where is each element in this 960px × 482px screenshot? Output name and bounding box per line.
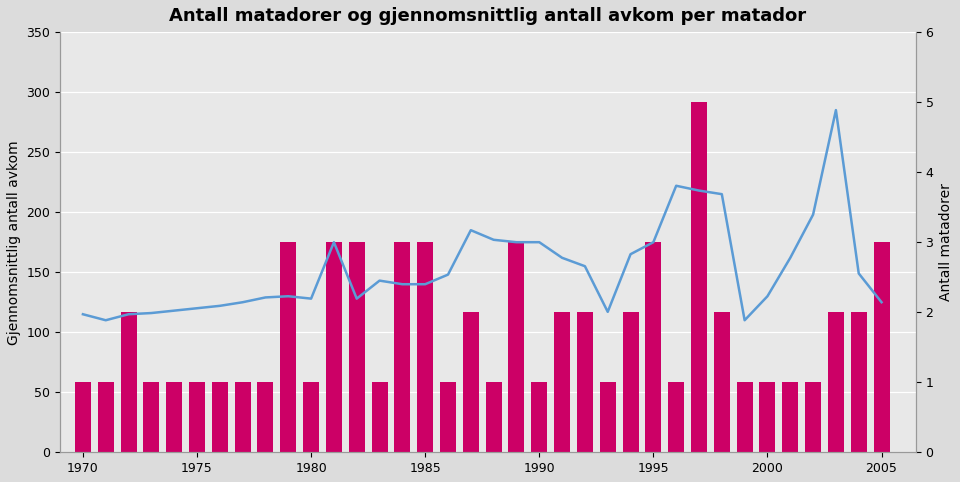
Bar [212, 382, 228, 452]
Bar [395, 242, 410, 452]
Bar [851, 312, 867, 452]
Bar [348, 242, 365, 452]
Bar [463, 312, 479, 452]
Bar [531, 382, 547, 452]
Bar [189, 382, 205, 452]
Bar [782, 382, 799, 452]
Bar [874, 242, 890, 452]
Bar [440, 382, 456, 452]
Bar [486, 382, 502, 452]
Bar [121, 312, 136, 452]
Bar [554, 312, 570, 452]
Bar [645, 242, 661, 452]
Bar [280, 242, 297, 452]
Bar [668, 382, 684, 452]
Bar [372, 382, 388, 452]
Y-axis label: Gjennomsnittlig antall avkom: Gjennomsnittlig antall avkom [7, 140, 21, 345]
Bar [143, 382, 159, 452]
Bar [577, 312, 593, 452]
Bar [736, 382, 753, 452]
Bar [166, 382, 182, 452]
Bar [805, 382, 821, 452]
Bar [98, 382, 113, 452]
Bar [600, 382, 615, 452]
Bar [691, 102, 707, 452]
Bar [257, 382, 274, 452]
Bar [759, 382, 776, 452]
Y-axis label: Antall matadorer: Antall matadorer [939, 183, 953, 301]
Bar [326, 242, 342, 452]
Bar [509, 242, 524, 452]
Title: Antall matadorer og gjennomsnittlig antall avkom per matador: Antall matadorer og gjennomsnittlig anta… [169, 7, 806, 25]
Bar [714, 312, 730, 452]
Bar [234, 382, 251, 452]
Bar [75, 382, 91, 452]
Bar [303, 382, 319, 452]
Bar [828, 312, 844, 452]
Bar [418, 242, 433, 452]
Bar [623, 312, 638, 452]
